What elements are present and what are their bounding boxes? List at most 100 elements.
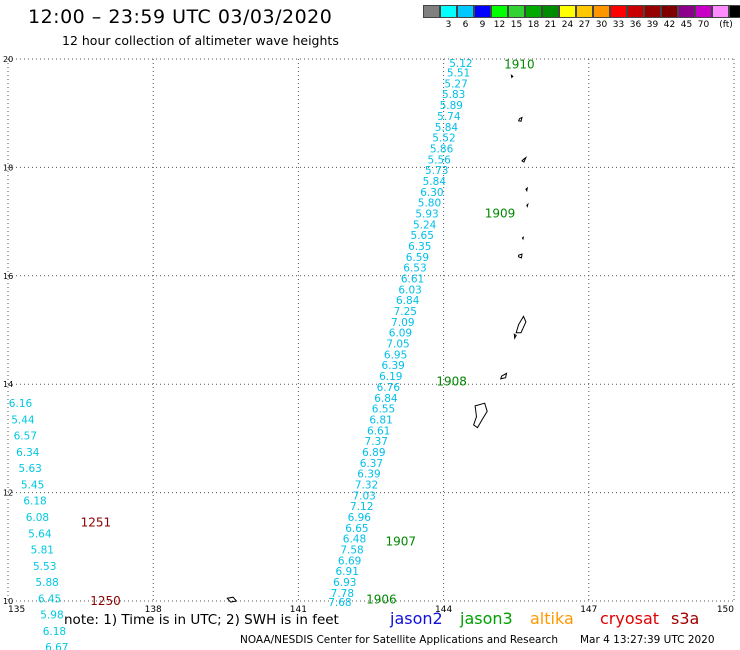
wave-height-label: 6.35 <box>408 241 431 253</box>
legend-color-box <box>695 5 712 18</box>
y-tick-label: 12 <box>3 489 13 498</box>
wave-height-label: 6.03 <box>398 284 421 296</box>
wave-height-label: 6.39 <box>381 360 404 372</box>
wave-height-label: 6.76 <box>377 382 401 394</box>
y-tick-label: 20 <box>3 55 13 64</box>
island-outline <box>499 372 508 380</box>
satellite-cryosat: cryosat <box>600 609 660 628</box>
wave-height-label: 6.45 <box>38 593 61 605</box>
wave-height-label: 5.64 <box>28 528 52 540</box>
legend-color-box <box>576 5 593 18</box>
island-outline <box>521 156 528 163</box>
x-tick-label: 141 <box>290 605 307 615</box>
wave-height-label: 6.89 <box>362 447 385 459</box>
wave-height-label: 5.81 <box>31 545 54 557</box>
footer-credit: NOAA/NESDIS Center for Satellite Applica… <box>240 634 558 646</box>
island-outline <box>515 315 527 334</box>
legend-color-box <box>474 5 491 18</box>
time-label: 1907 <box>386 534 417 548</box>
island-outline <box>517 116 523 122</box>
legend-color-box <box>491 5 508 18</box>
y-tick-label: 14 <box>3 380 13 389</box>
wave-height-label: 7.12 <box>350 501 373 513</box>
wave-height-label: 5.84 <box>435 122 459 134</box>
wave-height-label: 7.09 <box>391 317 414 329</box>
satellite-s3a: s3a <box>671 609 700 628</box>
legend-label: 39 <box>646 20 659 30</box>
satellite-jason2: jason2 <box>390 609 443 628</box>
wave-height-label: 5.93 <box>415 208 438 220</box>
wave-height-label: 6.61 <box>401 274 424 286</box>
legend-color-box <box>457 5 474 18</box>
time-label: 1250 <box>90 594 121 608</box>
wave-height-label: 5.56 <box>427 154 451 166</box>
island-outline <box>226 596 238 603</box>
legend-color-box <box>729 5 740 18</box>
wave-height-label: 5.73 <box>425 165 448 177</box>
wave-height-label: 6.65 <box>345 523 368 535</box>
chart-title: 12:00 – 23:59 UTC 03/03/2020 <box>28 6 333 28</box>
wave-height-label: 7.58 <box>340 545 363 557</box>
wave-height-label: 6.84 <box>374 393 398 405</box>
wave-height-label: 6.84 <box>396 295 420 307</box>
island-outline <box>518 253 523 259</box>
legend-label: 30 <box>595 20 608 30</box>
wave-height-label: 6.53 <box>403 263 426 275</box>
wave-height-label: 6.37 <box>360 458 383 470</box>
wave-height-label: 6.69 <box>338 555 361 567</box>
legend-label: 15 <box>510 20 523 30</box>
island-outline <box>526 202 529 208</box>
legend-label: 70 <box>697 20 710 30</box>
wave-height-label: 6.18 <box>43 626 66 638</box>
legend-unit: (ft) <box>719 20 733 30</box>
wave-height-label: 6.61 <box>367 425 390 437</box>
wave-height-label: 5.83 <box>442 89 465 101</box>
time-label: 1908 <box>436 374 467 388</box>
legend-label: 9 <box>479 20 486 30</box>
island-outline <box>525 186 529 193</box>
legend-color-box <box>440 5 457 18</box>
legend-label: 24 <box>561 20 574 30</box>
x-tick-label: 144 <box>435 605 452 615</box>
wave-height-label: 6.57 <box>14 431 37 443</box>
satellite-altika: altika <box>530 609 574 628</box>
wave-height-label: 7.68 <box>328 597 351 609</box>
time-label: 1909 <box>485 206 516 220</box>
wave-height-label: 5.84 <box>423 176 447 188</box>
wave-height-label: 6.59 <box>406 252 429 264</box>
y-tick-label: 16 <box>3 272 13 281</box>
legend-label: 45 <box>680 20 693 30</box>
legend-label: 33 <box>612 20 625 30</box>
wave-height-label: 5.24 <box>413 219 437 231</box>
wave-height-label: 5.88 <box>35 577 58 589</box>
legend-label: 6 <box>462 20 469 30</box>
wave-height-label: 5.80 <box>418 198 441 210</box>
satellite-jason3: jason3 <box>460 609 513 628</box>
legend-color-box <box>525 5 542 18</box>
legend-label: 27 <box>578 20 591 30</box>
legend-color-box <box>508 5 525 18</box>
wave-height-label: 6.96 <box>348 512 372 524</box>
wave-height-label: 6.39 <box>357 469 380 481</box>
color-scale-legend: 3 6 9 12 15 18 21 24 27 30 33 36 39 42 45 70 (ft) <box>423 5 740 30</box>
island-outline <box>473 402 488 429</box>
y-tick-label: 10 <box>3 597 13 606</box>
wave-height-label: 7.32 <box>355 479 378 491</box>
legend-color-box <box>610 5 627 18</box>
footer-note: note: 1) Time is in UTC; 2) SWH is in fe… <box>64 612 339 628</box>
wave-height-label: 5.12 <box>449 58 472 70</box>
legend-label: 18 <box>527 20 540 30</box>
island-outline <box>513 333 517 340</box>
y-tick-label: 18 <box>3 163 13 172</box>
legend-color-box <box>423 5 440 18</box>
wave-height-label: 6.95 <box>384 349 407 361</box>
wave-height-label: 5.63 <box>18 463 41 475</box>
legend-color-box <box>559 5 576 18</box>
wave-height-label: 5.98 <box>40 610 63 622</box>
wave-height-label: 5.44 <box>11 414 35 426</box>
legend-color-box <box>593 5 610 18</box>
wave-height-label: 5.51 <box>447 68 470 80</box>
wave-height-label: 6.67 <box>45 642 68 650</box>
x-tick-label: 135 <box>8 605 25 615</box>
time-label: 1906 <box>366 592 397 606</box>
